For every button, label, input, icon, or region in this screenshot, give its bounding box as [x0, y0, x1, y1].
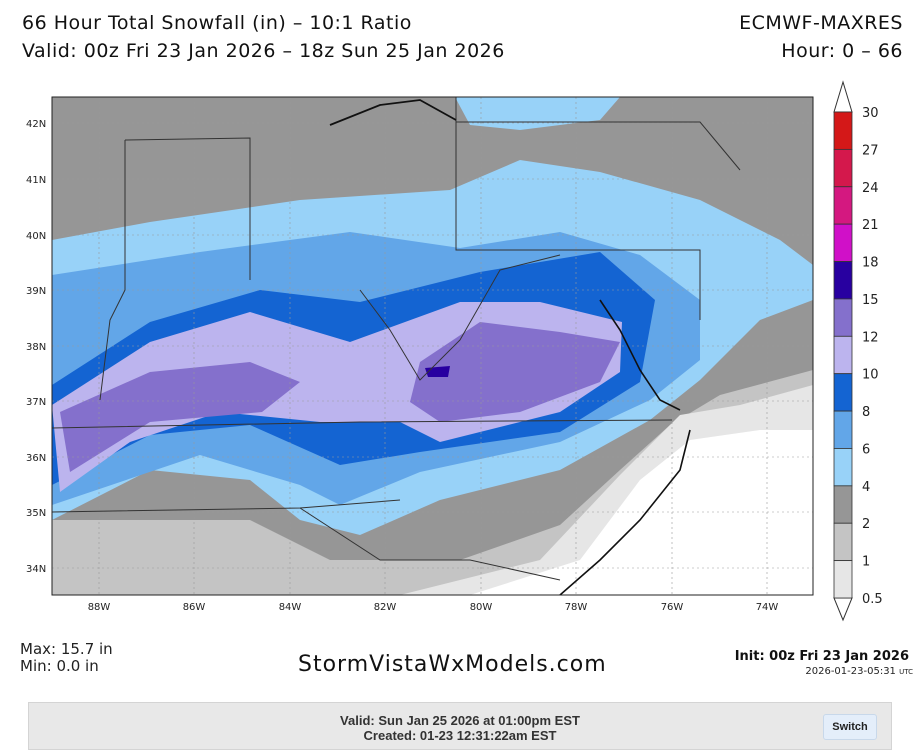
legend-swatch	[833, 335, 853, 375]
lon-labels: 88W 86W 84W 82W 80W 78W 76W 74W	[88, 602, 779, 613]
init-time: Init: 00z Fri 23 Jan 2026	[734, 649, 909, 664]
info-panel: Valid: Sun Jan 25 2026 at 01:00pm EST Cr…	[28, 702, 892, 750]
legend-swatch	[833, 298, 853, 337]
legend-label: 0.5	[862, 592, 883, 607]
snowfall-field	[52, 97, 813, 595]
legend-label: 6	[862, 442, 870, 457]
legend-swatch	[833, 410, 853, 449]
legend-label: 1	[862, 555, 870, 570]
legend-label: 2	[862, 517, 870, 532]
legend-label: 24	[862, 181, 879, 196]
panel-created: Created: 01-23 12:31:22am EST	[363, 728, 557, 743]
lon-label: 74W	[756, 602, 779, 613]
lon-label: 86W	[183, 602, 206, 613]
generated-stamp: 2026-01-23-05:31	[805, 666, 896, 677]
legend-label: 10	[862, 368, 879, 383]
lon-label: 76W	[661, 602, 684, 613]
lat-label: 35N	[26, 508, 46, 519]
lat-label: 42N	[26, 119, 46, 130]
legend-label: 21	[862, 218, 879, 233]
lat-label: 41N	[26, 175, 46, 186]
generated-tz: UTC	[899, 668, 913, 676]
legend-swatch	[833, 186, 853, 225]
lon-label: 88W	[88, 602, 111, 613]
state-borders	[52, 97, 741, 595]
legend-swatch	[833, 223, 853, 262]
legend-arrow-top	[833, 80, 853, 113]
legend-swatch	[833, 522, 853, 562]
legend-swatch	[833, 560, 853, 599]
legend-label: 8	[862, 405, 870, 420]
valid-range: Valid: 00z Fri 23 Jan 2026 – 18z Sun 25 …	[22, 40, 505, 62]
band-0-white	[470, 430, 813, 595]
legend-label: 12	[862, 330, 879, 345]
lat-label: 40N	[26, 231, 46, 242]
legend-label: 4	[862, 480, 870, 495]
map-title: 66 Hour Total Snowfall (in) – 10:1 Ratio	[22, 12, 412, 34]
min-value: Min: 0.0 in	[20, 657, 99, 675]
legend-swatch	[833, 261, 853, 300]
map-frame	[51, 96, 814, 596]
lon-label: 80W	[470, 602, 493, 613]
lon-label: 84W	[279, 602, 302, 613]
lat-label: 38N	[26, 342, 46, 353]
hour-range: Hour: 0 – 66	[781, 40, 903, 62]
lat-labels: 42N 41N 40N 39N 38N 37N 36N 35N 34N	[26, 119, 46, 575]
lon-label: 78W	[565, 602, 588, 613]
lat-label: 39N	[26, 286, 46, 297]
model-name: ECMWF-MAXRES	[739, 12, 903, 34]
lon-label: 82W	[374, 602, 397, 613]
legend-label: 30	[862, 106, 879, 121]
legend-label: 15	[862, 293, 879, 308]
lat-label: 36N	[26, 453, 46, 464]
legend-label: 27	[862, 143, 879, 158]
legend-swatch	[833, 373, 853, 412]
switch-button[interactable]: Switch	[823, 714, 877, 740]
legend-swatch	[833, 148, 853, 188]
lat-label: 34N	[26, 564, 46, 575]
generated-time: 2026-01-23-05:31 UTC	[805, 666, 913, 677]
legend-arrow-bottom	[833, 597, 853, 622]
band-12-15-east	[410, 322, 620, 422]
band-12-15-west	[60, 362, 300, 472]
snowfall-map: 42N 41N 40N 39N 38N 37N 36N 35N 34N 88W …	[26, 80, 883, 622]
legend-swatch	[833, 485, 853, 524]
legend-swatch	[833, 448, 853, 487]
brand-watermark: StormVistaWxModels.com	[298, 652, 607, 677]
graticule	[52, 97, 813, 595]
panel-valid: Valid: Sun Jan 25 2026 at 01:00pm EST	[340, 713, 580, 728]
max-value: Max: 15.7 in	[20, 640, 113, 658]
legend-label: 18	[862, 256, 879, 271]
legend-swatch	[833, 111, 853, 150]
lat-label: 37N	[26, 397, 46, 408]
